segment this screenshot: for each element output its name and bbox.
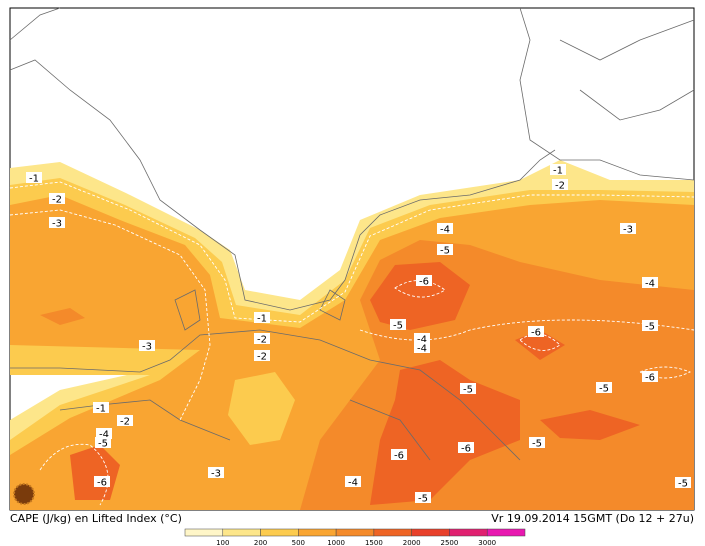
label-box [642,277,658,288]
colorbar-swatch [298,528,337,537]
contour-label: -1 [257,314,267,325]
colorbar-swatch [260,528,299,537]
contour-label: -4 [417,344,427,355]
colorbar-label: 3000 [478,539,496,546]
label-box [550,164,566,175]
label-box [139,340,155,351]
label-box [254,350,270,361]
contour-label: -2 [257,335,267,346]
label-box [93,402,109,413]
contour-label: -3 [142,342,152,353]
contour-label: -6 [394,451,404,462]
label-box [345,476,361,487]
contour-label: -5 [532,439,542,450]
contour-label: -1 [96,404,106,415]
colorbar-label: 200 [254,539,267,546]
label-box [552,179,568,190]
colorbar-label: 2000 [403,539,421,546]
label-box [642,371,658,382]
contour-label: -5 [599,384,609,395]
label-box [415,492,431,503]
contour-label: -5 [393,321,403,332]
label-box [208,467,224,478]
contour-label: -3 [211,469,221,480]
contour-label: -4 [348,478,358,489]
contour-label: -5 [645,322,655,333]
label-box [675,477,691,488]
label-box [620,223,636,234]
contour-label: -2 [52,195,62,206]
contour-label: -4 [440,225,450,236]
colorbar-swatch [373,528,412,537]
label-box [254,312,270,323]
contour-label: -3 [52,219,62,230]
contour-label: -6 [531,328,541,339]
contour-label: -6 [461,444,471,455]
label-box [458,442,474,453]
contour-label: -5 [418,494,428,505]
coastlines [9,7,695,461]
footer-left: CAPE (J/kg) en Lifted Index (°C) [10,512,182,525]
colorbar-label: 1000 [327,539,345,546]
label-box [437,223,453,234]
contour-labels: -1-2-3-3-1-2-2-1-2-4-5-6-3-4-5-6-6 -5-5 -5… [26,164,691,505]
label-box [414,342,430,353]
contour-label: -5 [678,479,688,490]
label-box [117,415,133,426]
label-box [528,326,544,337]
colorbar-swatch [184,528,224,537]
label-box [254,333,270,344]
label-box [416,275,432,286]
label-box [437,244,453,255]
logo [13,483,35,505]
label-box [26,172,42,183]
contour-label: -2 [257,352,267,363]
colorbar-swatch [222,528,261,537]
colorbar-swatch [486,528,526,537]
colorbar-label: 100 [216,539,229,546]
contour-label: -1 [553,166,563,177]
label-box [529,437,545,448]
contour-label: -4 [417,335,427,346]
contour-label: -5 [98,439,108,450]
colorbar-label: 2500 [441,539,459,546]
colorbar-label: 500 [292,539,305,546]
colorbar-swatch [411,528,450,537]
contour-label: -6 [645,373,655,384]
label-box [596,382,612,393]
contour-label: -5 [440,246,450,257]
contour-label: -4 [99,430,109,441]
contour-label: -6 [97,478,107,489]
colorbar-swatch [449,528,488,537]
label-box [460,383,476,394]
label-box [414,333,430,344]
colorbar-swatch [335,528,375,537]
label-box [95,437,111,448]
label-box [94,476,110,487]
colorbar: 100 200 500 1000 1500 2000 2500 3000 [184,528,526,546]
label-box [96,428,112,439]
contour-label: -6 [419,277,429,288]
label-box [391,449,407,460]
footer-right: Vr 19.09.2014 15GMT (Do 12 + 27u) [491,512,694,525]
contour-label: -4 [645,279,655,290]
label-box [390,319,406,330]
contour-label: -3 [623,225,633,236]
contour-label: -2 [555,181,565,192]
label-box [49,217,65,228]
contour-label: -1 [29,174,39,185]
contour-label: -5 [463,385,473,396]
cape-fields [10,160,694,510]
label-box [642,320,658,331]
contour-label: -2 [120,417,130,428]
colorbar-label: 1500 [365,539,383,546]
label-box [49,193,65,204]
